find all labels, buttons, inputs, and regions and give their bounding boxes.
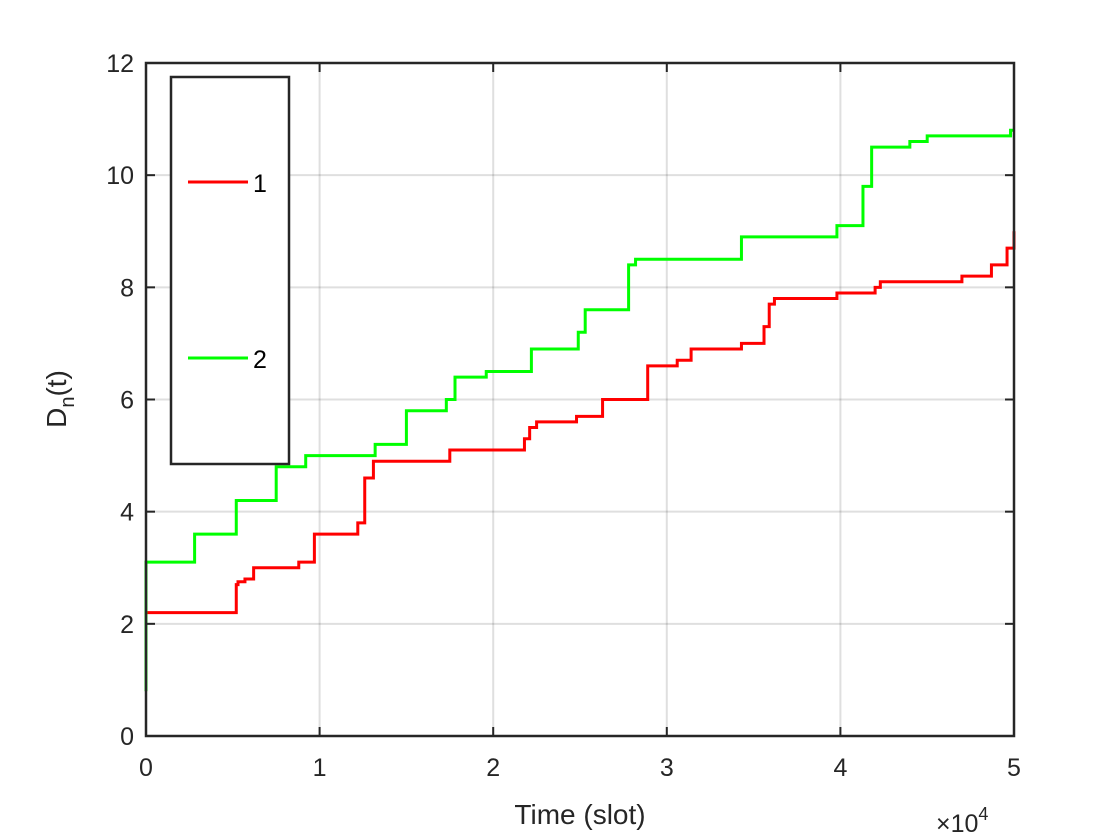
x-tick-label: 0	[139, 754, 153, 782]
y-tick-label: 12	[106, 50, 134, 78]
grid-lines	[146, 63, 1014, 736]
y-axis-label-subscript: n	[57, 397, 79, 408]
series-line-2	[144, 128, 1014, 692]
legend-label-series-1: 1	[253, 170, 267, 198]
x-tick-label: 3	[660, 754, 674, 782]
y-axis-label-main: D	[41, 408, 72, 428]
x-axis-label: Time (slot)	[514, 799, 645, 830]
y-axis-label-tail: (t)	[41, 370, 72, 396]
series-layer	[144, 128, 1016, 692]
y-tick-label: 0	[120, 723, 134, 751]
legend-label-series-2: 2	[253, 346, 267, 374]
y-tick-label: 8	[120, 274, 134, 302]
x-axis-exponent-base: ×10	[936, 810, 978, 838]
y-tick-label: 2	[120, 611, 134, 639]
y-tick-label: 10	[106, 162, 134, 190]
plot-area-background	[146, 63, 1014, 736]
y-axis-label: Dn(t)	[41, 370, 79, 428]
y-tick-label: 6	[120, 387, 134, 415]
y-tick-label: 4	[120, 499, 134, 527]
x-tick-label: 4	[833, 754, 847, 782]
x-tick-label: 2	[486, 754, 500, 782]
x-axis-exponent-power: 4	[978, 804, 988, 824]
axis-ticks	[145, 62, 1015, 737]
legend-box	[169, 75, 291, 466]
x-tick-label: 1	[313, 754, 327, 782]
x-axis-exponent: ×104	[936, 804, 988, 838]
legend: 1 2	[169, 75, 291, 466]
x-tick-label: 5	[1007, 754, 1021, 782]
series-line-1	[144, 231, 1016, 692]
